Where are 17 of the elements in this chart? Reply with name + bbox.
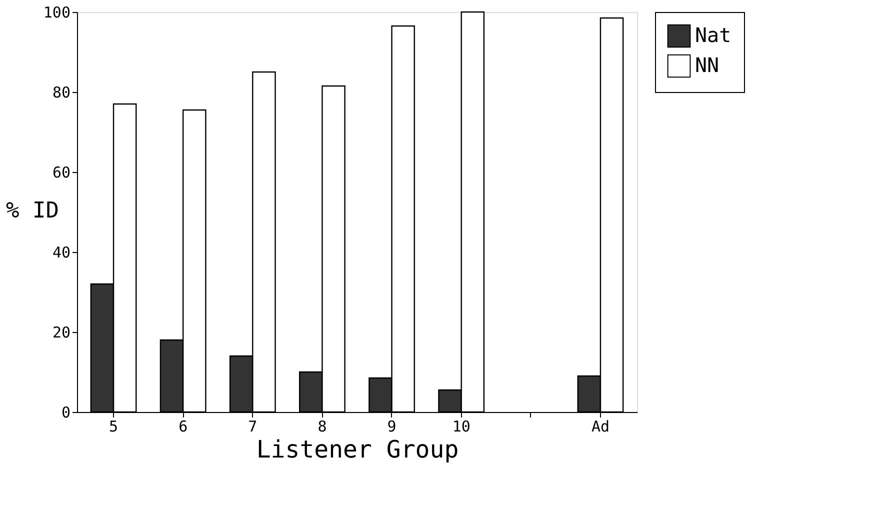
legend-label: Nat	[695, 23, 732, 47]
y-axis-title: % ID	[6, 198, 59, 224]
y-tick-label: 0	[61, 404, 70, 422]
x-tick-label: 10	[452, 418, 470, 436]
x-axis-title: Listener Group	[256, 436, 459, 464]
y-tick-label: 20	[52, 324, 70, 342]
y-tick-label: 100	[43, 4, 70, 22]
y-tick-label: 40	[52, 244, 70, 262]
y-tick-label: 80	[52, 84, 70, 102]
x-tick-label: 9	[387, 418, 396, 436]
x-tick-label: 7	[248, 418, 258, 436]
x-tick-label: 6	[178, 418, 188, 436]
x-tick-label: Ad	[591, 418, 610, 436]
y-tick-label: 60	[52, 164, 70, 182]
legend-label: NN	[695, 53, 720, 77]
x-tick-label: 5	[109, 418, 118, 436]
x-tick-label: 8	[318, 418, 327, 436]
